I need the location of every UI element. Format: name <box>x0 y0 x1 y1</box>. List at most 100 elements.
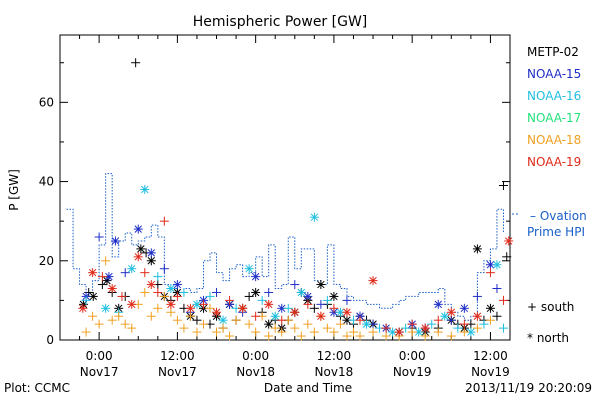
point-noaa-15-south <box>159 264 169 274</box>
point-noaa-18-south <box>270 323 280 333</box>
point-noaa-19-south <box>97 272 107 282</box>
point-noaa-19-south <box>153 287 163 297</box>
point-noaa-15-south <box>316 299 326 309</box>
point-noaa-18-south <box>348 327 358 337</box>
legend-entry-noaa-18: NOAA-18 <box>527 133 581 147</box>
point-noaa-19-south <box>159 216 169 226</box>
point-noaa-18-south <box>381 331 391 341</box>
point-noaa-16-south <box>153 272 163 282</box>
x-tick-time-label: 0:00 <box>86 349 113 363</box>
point-noaa-18-south <box>146 311 156 321</box>
point-noaa-19-south <box>355 315 365 325</box>
point-noaa-16-north <box>166 284 176 294</box>
point-noaa-16-north <box>244 264 254 274</box>
point-noaa-16-north <box>127 264 137 274</box>
point-noaa-19-south <box>277 315 287 325</box>
point-noaa-18-south <box>309 327 319 337</box>
point-noaa-16-north <box>140 184 150 194</box>
point-noaa-19-north <box>446 307 456 317</box>
point-noaa-15-south <box>472 291 482 301</box>
point-noaa-18-south <box>159 291 169 301</box>
point-noaa-16-north <box>218 315 228 325</box>
point-noaa-19-north <box>78 303 88 313</box>
point-noaa-19-north <box>238 303 248 313</box>
ovation-hpi-line <box>66 173 504 321</box>
legend-entry-noaa-15: NOAA-15 <box>527 67 581 81</box>
chart-title: Hemispheric Power [GW] <box>193 14 368 30</box>
x-tick-time-label: 12:00 <box>160 349 195 363</box>
point-noaa-15-north <box>110 236 120 246</box>
point-noaa-18-south <box>198 319 208 329</box>
point-noaa-18-south <box>472 323 482 333</box>
point-noaa-18-south <box>185 311 195 321</box>
point-noaa-19-north <box>504 236 514 246</box>
point-noaa-19-north <box>185 303 195 313</box>
point-noaa-15-north <box>133 224 143 234</box>
point-noaa-19-north <box>316 311 326 321</box>
point-noaa-16-north <box>492 260 502 270</box>
point-noaa-16-north <box>440 311 450 321</box>
point-noaa-18-south <box>101 256 111 266</box>
point-noaa-19-north <box>290 307 300 317</box>
x-tick-time-label: 0:00 <box>242 349 269 363</box>
point-metp-02-south <box>309 303 319 313</box>
point-noaa-16-south <box>479 319 489 329</box>
point-metp-02-south <box>131 58 141 68</box>
point-metp-02-north <box>136 244 146 254</box>
point-noaa-19-north <box>368 276 378 286</box>
point-noaa-19-north <box>127 299 137 309</box>
legend-entry-noaa-17: NOAA-17 <box>527 111 581 125</box>
point-noaa-18-south <box>120 319 130 329</box>
point-noaa-18-south <box>296 331 306 341</box>
point-noaa-15-south <box>290 280 300 290</box>
point-noaa-19-north <box>146 280 156 290</box>
point-noaa-19-north <box>133 252 143 262</box>
point-noaa-15-south <box>342 295 352 305</box>
point-noaa-19-north <box>394 327 404 337</box>
point-noaa-15-north <box>303 291 313 301</box>
ovation-line <box>66 173 520 321</box>
x-tick-time-label: 12:00 <box>317 349 352 363</box>
point-noaa-18-south <box>244 319 254 329</box>
point-noaa-15-north <box>104 272 114 282</box>
point-noaa-18-south <box>342 331 352 341</box>
point-noaa-16-south <box>322 295 332 305</box>
point-noaa-18-south <box>88 311 98 321</box>
legend-entry-noaa-19: NOAA-19 <box>527 155 581 169</box>
point-noaa-19-south <box>117 291 127 301</box>
x-tick-time-label: 12:00 <box>473 349 508 363</box>
point-noaa-18-south <box>335 319 345 329</box>
point-noaa-18-south <box>140 287 150 297</box>
x-tick-date-label: Nov19 <box>471 365 510 379</box>
point-metp-02-south <box>492 311 502 321</box>
point-noaa-18-south <box>179 323 189 333</box>
point-noaa-18-south <box>368 327 378 337</box>
legend-ovation-line2: Prime HPI <box>527 225 585 239</box>
point-noaa-16-north <box>270 311 280 321</box>
point-metp-02-north <box>251 287 261 297</box>
point-noaa-18-south <box>251 327 261 337</box>
point-noaa-18-south <box>166 307 176 317</box>
point-noaa-15-north <box>146 248 156 258</box>
point-noaa-18-south <box>459 327 469 337</box>
point-noaa-16-south <box>283 303 293 313</box>
point-noaa-19-south <box>198 299 208 309</box>
point-noaa-18-south <box>322 323 332 333</box>
x-tick-time-label: 0:00 <box>399 349 426 363</box>
legend-south-marker: + south <box>527 300 574 314</box>
point-noaa-16-south <box>427 319 437 329</box>
point-noaa-16-north <box>362 319 372 329</box>
point-noaa-18-south <box>107 315 117 325</box>
x-tick-date-label: Nov18 <box>315 365 354 379</box>
legend-entry-noaa-16: NOAA-16 <box>527 89 581 103</box>
point-noaa-15-north <box>251 272 261 282</box>
point-noaa-16-south <box>81 295 91 305</box>
point-metp-02-north <box>264 319 274 329</box>
x-axis-label: Date and Time <box>264 381 352 395</box>
point-noaa-15-south <box>264 287 274 297</box>
point-noaa-19-north <box>107 284 117 294</box>
legend: METP-02 NOAA-15 NOAA-16 NOAA-17 NOAA-18 … <box>527 45 587 345</box>
point-noaa-19-south <box>381 323 391 333</box>
point-noaa-15-south <box>120 268 130 278</box>
point-noaa-19-south <box>329 303 339 313</box>
